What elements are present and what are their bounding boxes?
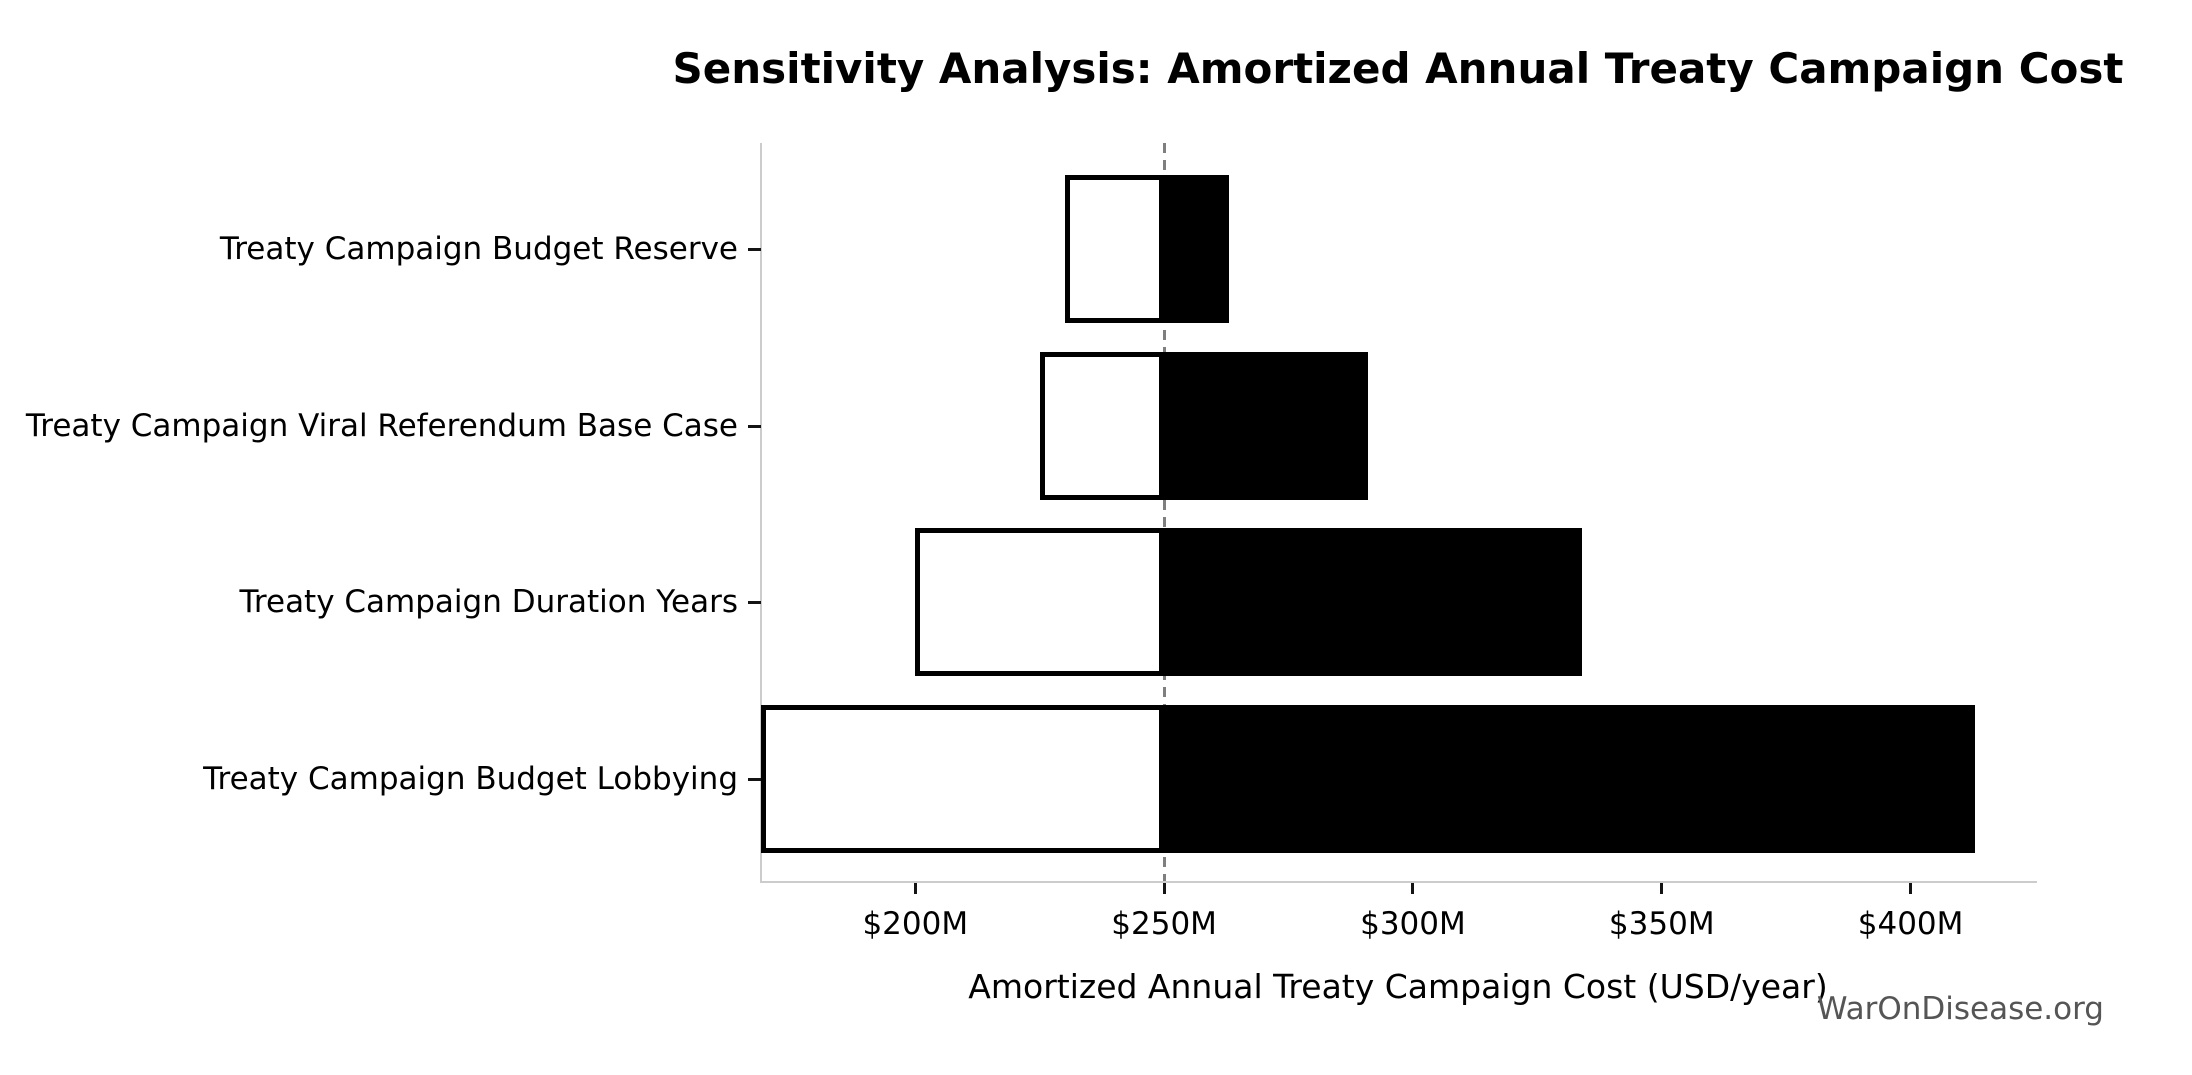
bar-high-0 — [1164, 175, 1229, 323]
y-tick-label: Treaty Campaign Duration Years — [239, 584, 738, 620]
bar-low-0 — [1064, 175, 1165, 323]
x-tick-label: $300M — [1360, 906, 1466, 942]
bar-high-1 — [1164, 352, 1369, 500]
watermark-text: WarOnDisease.org — [1816, 991, 2104, 1027]
baseline-dashed-line — [1162, 143, 1166, 881]
x-tick-mark — [1411, 883, 1415, 894]
chart-title: Sensitivity Analysis: Amortized Annual T… — [672, 44, 2124, 93]
bar-low-1 — [1039, 352, 1165, 500]
y-tick-mark — [748, 600, 761, 604]
y-tick-mark — [748, 777, 761, 781]
y-tick-label: Treaty Campaign Viral Referendum Base Ca… — [25, 408, 738, 444]
y-tick-label: Treaty Campaign Budget Reserve — [219, 231, 738, 267]
bar-low-2 — [915, 528, 1165, 676]
x-tick-label: $250M — [1111, 906, 1217, 942]
x-axis-spine — [760, 881, 2037, 883]
x-axis-title: Amortized Annual Treaty Campaign Cost (U… — [968, 967, 1828, 1006]
x-tick-mark — [1909, 883, 1913, 894]
x-tick-mark — [1162, 883, 1166, 894]
x-tick-label: $350M — [1608, 906, 1715, 942]
x-tick-label: $200M — [862, 906, 969, 942]
bar-low-3 — [761, 705, 1165, 853]
y-tick-mark — [748, 424, 761, 428]
y-tick-mark — [748, 247, 761, 251]
x-tick-mark — [1660, 883, 1664, 894]
x-tick-label: $400M — [1857, 906, 1964, 942]
y-axis-spine — [760, 143, 762, 883]
bar-high-3 — [1164, 705, 1976, 853]
bar-high-2 — [1164, 528, 1583, 676]
y-tick-label: Treaty Campaign Budget Lobbying — [203, 761, 738, 797]
x-tick-mark — [913, 883, 917, 894]
